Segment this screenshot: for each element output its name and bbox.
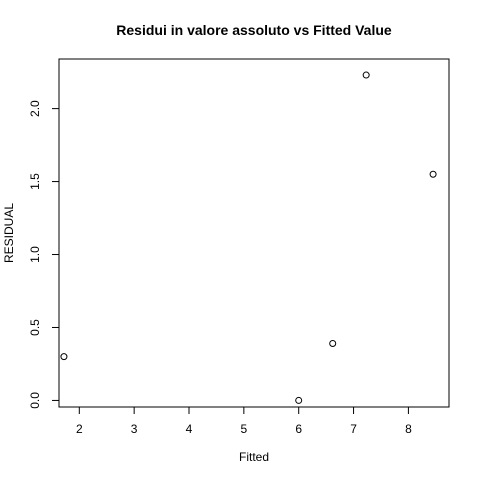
x-tick-label: 5 [241,422,248,436]
data-points [60,71,437,404]
data-point [362,71,370,79]
data-point [295,396,303,404]
data-point [60,353,68,361]
data-point [329,340,337,348]
chart-title: Residui in valore assoluto vs Fitted Val… [116,22,392,38]
y-axis-label: RESIDUAL [2,203,16,263]
y-tick-label: 1.5 [28,173,42,190]
x-tick-label: 3 [131,422,138,436]
y-axis: 0.0 0.5 1.0 1.5 2.0 [28,100,60,409]
y-tick-label: 0.0 [28,392,42,409]
x-tick-label: 8 [405,422,412,436]
data-point [429,170,437,178]
x-tick-label: 6 [295,422,302,436]
x-tick-label: 7 [350,422,357,436]
y-tick-label: 2.0 [28,100,42,117]
y-tick-label: 1.0 [28,246,42,263]
x-tick-label: 2 [76,422,83,436]
x-tick-label: 4 [186,422,193,436]
x-axis-label: Fitted [239,450,269,464]
x-axis: 2 3 4 5 6 7 8 [76,406,412,436]
y-tick-label: 0.5 [28,319,42,336]
